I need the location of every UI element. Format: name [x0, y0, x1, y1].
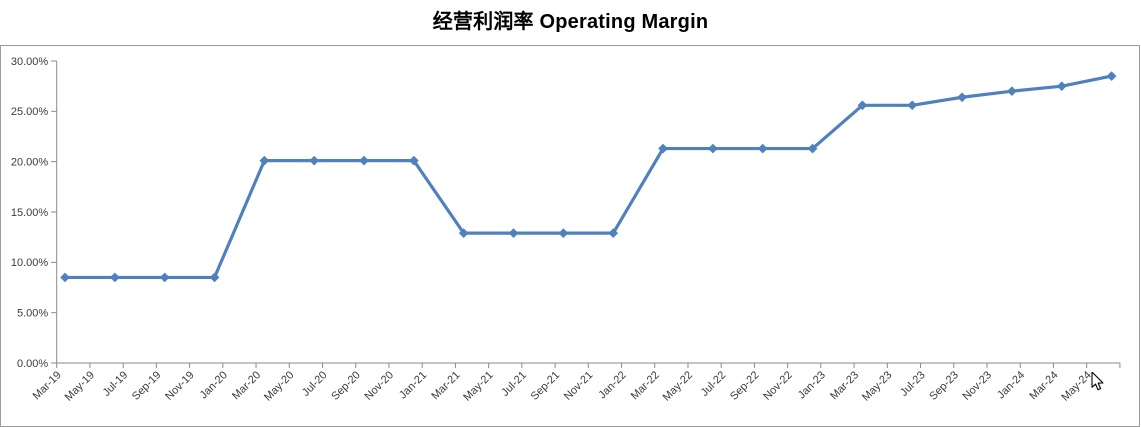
y-axis-tick-label: 15.00%: [11, 207, 49, 219]
x-axis-tick-label: Nov-21: [562, 369, 596, 403]
x-axis-tick-label: Jan-21: [397, 369, 429, 401]
data-point-marker: [857, 100, 868, 111]
x-axis-tick-label: Mar-24: [1027, 369, 1060, 402]
x-axis-tick-label: Nov-19: [163, 369, 197, 403]
x-axis-tick-label: Mar-20: [230, 369, 263, 402]
y-axis-tick-label: 30.00%: [11, 56, 49, 68]
x-axis-tick-label: Jul-21: [499, 369, 529, 399]
data-point-marker: [1056, 81, 1067, 92]
x-axis-tick-label: Jan-22: [596, 369, 628, 401]
mouse-cursor-icon: [1091, 372, 1104, 391]
x-axis-tick-label: Mar-21: [429, 369, 462, 402]
data-point-marker: [458, 228, 469, 239]
data-point-marker: [608, 228, 619, 239]
data-point-marker: [408, 155, 419, 166]
chart-title: 经营利润率 Operating Margin: [432, 11, 709, 33]
data-point-marker: [109, 272, 120, 283]
x-axis-tick-label: Nov-20: [363, 369, 397, 403]
y-axis-tick-label: 25.00%: [11, 106, 49, 118]
x-axis-tick-label: Jan-23: [796, 369, 828, 401]
x-axis-tick-label: Mar-22: [629, 369, 662, 402]
y-axis-tick-label: 10.00%: [11, 257, 49, 269]
x-axis-tick-label: Jan-20: [198, 369, 230, 401]
data-point-marker: [957, 92, 968, 103]
y-axis-tick-label: 20.00%: [11, 156, 49, 168]
data-point-marker: [658, 143, 669, 154]
x-axis-tick-label: Jul-20: [300, 369, 330, 399]
x-axis-tick-label: Sep-20: [329, 369, 363, 403]
x-axis-tick-label: Jul-19: [101, 369, 131, 399]
x-axis-tick-label: May-19: [63, 369, 97, 403]
x-axis-tick-label: Sep-23: [927, 369, 961, 403]
data-point-marker: [907, 100, 918, 111]
x-axis-tick-label: Nov-23: [961, 369, 995, 403]
data-point-marker: [1106, 71, 1117, 82]
y-axis-tick-label: 5.00%: [17, 307, 48, 319]
x-axis-tick-label: May-24: [1059, 369, 1093, 403]
data-point-marker: [807, 143, 818, 154]
data-point-marker: [558, 228, 569, 239]
x-axis-tick-label: Jul-23: [898, 369, 928, 399]
data-point-marker: [707, 143, 718, 154]
x-axis-tick-label: Sep-22: [728, 369, 762, 403]
data-point-marker: [60, 272, 70, 283]
data-point-marker: [757, 143, 768, 154]
x-axis-tick-label: May-21: [461, 369, 495, 403]
data-point-marker: [259, 155, 270, 166]
data-point-marker: [1006, 86, 1017, 97]
x-axis-tick-label: May-23: [860, 369, 894, 403]
data-point-marker: [309, 155, 320, 166]
x-axis-tick-label: Sep-21: [529, 369, 563, 403]
y-axis-tick-label: 0.00%: [17, 358, 48, 370]
series-line: [63, 74, 1114, 280]
x-axis-tick-label: May-22: [661, 369, 695, 403]
data-point-marker: [508, 228, 519, 239]
data-point-marker: [159, 272, 170, 283]
data-point-marker: [209, 272, 220, 283]
x-axis-tick-label: Mar-23: [828, 369, 861, 402]
x-axis-tick-label: Sep-19: [130, 369, 164, 403]
data-point-marker: [359, 155, 369, 166]
x-axis-tick-label: May-20: [262, 369, 296, 403]
x-axis-tick-label: Jul-22: [699, 369, 729, 399]
x-axis-tick-label: Jan-24: [995, 369, 1027, 401]
x-axis-tick-label: Nov-22: [761, 369, 795, 403]
x-axis-tick-label: Mar-19: [31, 369, 64, 402]
